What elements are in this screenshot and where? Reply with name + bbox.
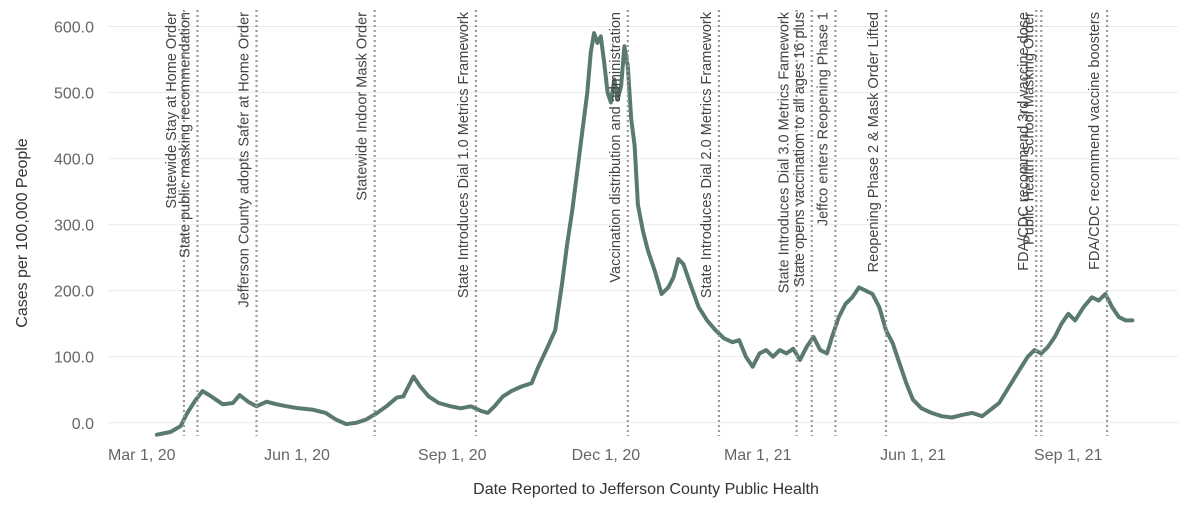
x-axis-title: Date Reported to Jefferson County Public… [473, 481, 819, 498]
event-label: State Introduces Dial 2.0 Metrics Framew… [699, 11, 715, 298]
series-layer [154, 31, 1135, 437]
y-tick-label: 100.0 [54, 350, 94, 367]
event-label: State Introduces Dial 1.0 Metrics Framew… [456, 11, 472, 298]
event-label: Public Health School Masking Order [1021, 12, 1037, 245]
x-tick-label: Sep 1, 21 [1034, 447, 1103, 464]
event-label: Statewide Indoor Mask Order [355, 12, 371, 201]
gridlines [108, 26, 1178, 424]
y-axis-ticks: 0.0 100.0 200.0 300.0 400.0 500.0 600.0 [54, 20, 94, 433]
event-label: Vaccination distribution and administrat… [608, 12, 624, 283]
event-label: Reopening Phase 2 & Mask Order Lifted [866, 12, 882, 272]
x-tick-label: Mar 1, 20 [108, 447, 176, 464]
x-tick-label: Jun 1, 20 [264, 447, 330, 464]
event-label: Statewide Stay at Home Order [164, 12, 180, 209]
event-label: Jefferson County adopts Safer at Home Or… [237, 12, 253, 308]
x-tick-label: Mar 1, 21 [724, 447, 792, 464]
y-tick-label: 400.0 [54, 152, 94, 169]
y-axis-title: Cases per 100,000 People [14, 138, 31, 328]
x-tick-label: Sep 1, 20 [418, 447, 487, 464]
y-tick-label: 0.0 [72, 416, 94, 433]
y-tick-label: 600.0 [54, 20, 94, 37]
event-label: Jeffco enters Reopening Phase 1 [815, 12, 831, 226]
event-label: State public masking recommendation [177, 12, 193, 258]
x-tick-label: Dec 1, 20 [572, 447, 641, 464]
x-axis-ticks: Mar 1, 20 Jun 1, 20 Sep 1, 20 Dec 1, 20 Mar … [108, 447, 1103, 464]
x-tick-label: Jun 1, 21 [880, 447, 946, 464]
series-line [154, 31, 1135, 437]
event-label: FDA/CDC recommend 3rd vaccine dose [1016, 12, 1032, 271]
event-label: State opens vaccination to all ages 16 p… [792, 12, 808, 287]
event-label: FDA/CDC recommend vaccine boosters [1087, 12, 1103, 270]
y-tick-label: 500.0 [54, 86, 94, 103]
event-label: State Introduces Dial 3.0 Metrics Famewo… [777, 11, 793, 293]
y-tick-label: 300.0 [54, 218, 94, 235]
y-tick-label: 200.0 [54, 284, 94, 301]
